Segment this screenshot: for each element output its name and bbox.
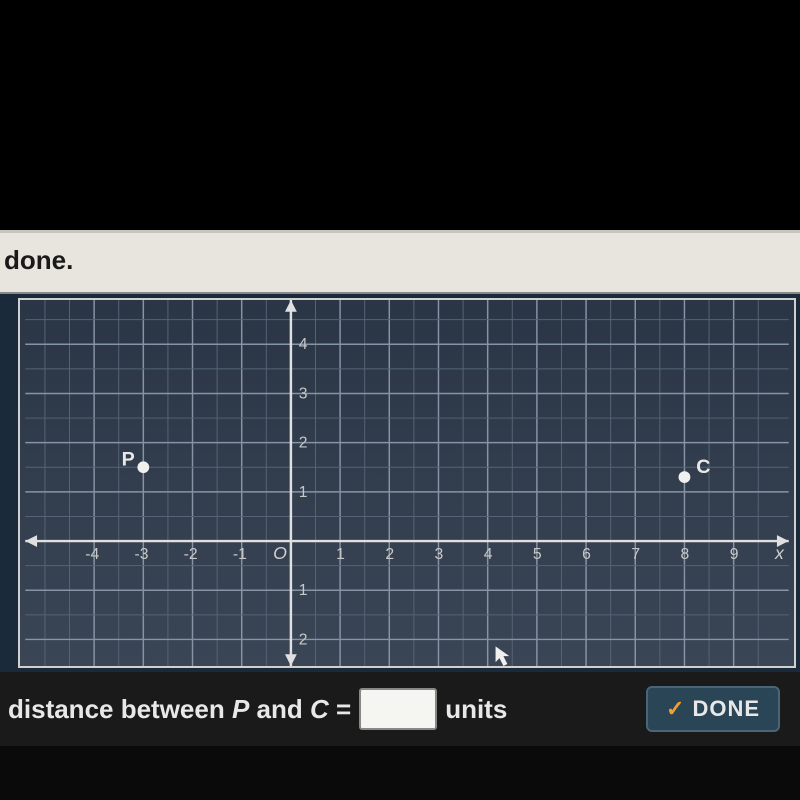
origin-label: O — [273, 543, 287, 563]
grid-vertical — [45, 300, 758, 666]
question-bar: done. — [0, 230, 800, 292]
y-axis-arrow-up — [285, 300, 297, 312]
svg-text:-2: -2 — [184, 546, 198, 563]
svg-text:5: 5 — [533, 546, 542, 563]
svg-text:2: 2 — [385, 546, 394, 563]
done-label: DONE — [692, 696, 760, 722]
svg-text:4: 4 — [484, 546, 493, 563]
graph-container: -4 -3 -2 -1 1 2 3 4 5 6 7 8 9 1 2 3 4 1 — [0, 292, 800, 672]
point-c-label: C — [696, 456, 710, 478]
svg-text:6: 6 — [582, 546, 591, 563]
units-label: units — [445, 694, 507, 725]
svg-text:-1: -1 — [233, 546, 247, 563]
point-p[interactable] — [137, 461, 149, 473]
x-axis-arrow-left — [25, 535, 37, 547]
answer-label: distance between P and C = — [8, 694, 351, 725]
y-tick-labels: 1 2 3 4 1 2 — [299, 336, 308, 648]
graph-svg: -4 -3 -2 -1 1 2 3 4 5 6 7 8 9 1 2 3 4 1 — [20, 300, 794, 666]
svg-text:4: 4 — [299, 336, 308, 353]
coordinate-graph[interactable]: -4 -3 -2 -1 1 2 3 4 5 6 7 8 9 1 2 3 4 1 — [18, 298, 796, 668]
svg-text:2: 2 — [299, 631, 308, 648]
distance-input[interactable] — [359, 688, 437, 730]
grid-horizontal — [25, 320, 788, 640]
done-button[interactable]: ✓ DONE — [646, 686, 780, 732]
svg-text:1: 1 — [299, 484, 308, 501]
svg-text:2: 2 — [299, 435, 308, 452]
svg-text:1: 1 — [299, 582, 308, 599]
svg-text:9: 9 — [730, 546, 739, 563]
answer-bar: distance between P and C = units ✓ DONE — [0, 672, 800, 746]
svg-text:3: 3 — [299, 385, 308, 402]
cursor-icon — [496, 646, 510, 666]
check-icon: ✓ — [666, 696, 684, 722]
x-tick-labels: -4 -3 -2 -1 1 2 3 4 5 6 7 8 9 — [85, 546, 738, 563]
x-axis-label: x — [774, 543, 785, 563]
point-c[interactable] — [679, 471, 691, 483]
point-p-label: P — [122, 448, 135, 470]
svg-text:7: 7 — [631, 546, 640, 563]
y-axis-arrow-down — [285, 654, 297, 666]
question-text: done. — [0, 245, 800, 276]
svg-text:-3: -3 — [134, 546, 148, 563]
svg-text:1: 1 — [336, 546, 345, 563]
svg-text:8: 8 — [681, 546, 690, 563]
svg-text:-4: -4 — [85, 546, 99, 563]
svg-text:3: 3 — [435, 546, 444, 563]
black-header-region — [0, 0, 800, 230]
